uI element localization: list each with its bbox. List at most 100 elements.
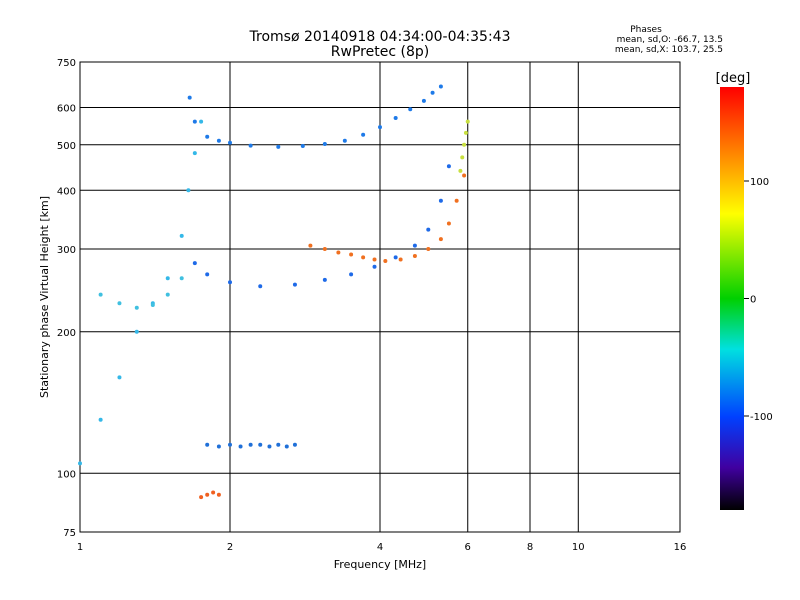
data-point — [228, 280, 232, 285]
data-point — [322, 277, 327, 282]
data-point — [228, 442, 232, 447]
data-point — [216, 444, 221, 449]
data-point — [165, 292, 170, 297]
data-point — [430, 90, 435, 95]
series-group — [458, 119, 470, 173]
data-point — [398, 257, 403, 262]
x-tick-label: 2 — [227, 542, 233, 553]
data-point — [192, 119, 197, 124]
data-point — [205, 134, 210, 139]
data-point — [199, 495, 204, 500]
data-point — [462, 173, 467, 178]
data-point — [454, 198, 459, 203]
data-point — [322, 141, 327, 146]
y-tick-label: 600 — [57, 104, 76, 115]
data-points — [78, 84, 470, 500]
data-point — [150, 303, 155, 308]
data-point — [179, 276, 184, 281]
series-group — [192, 164, 451, 289]
data-point — [228, 140, 232, 145]
data-point — [187, 95, 192, 100]
x-tick-label: 10 — [572, 542, 585, 553]
data-point — [308, 243, 313, 248]
x-tick-label: 6 — [465, 542, 471, 553]
y-tick-label: 400 — [57, 186, 76, 197]
colorbar-tick-label: -100 — [750, 412, 773, 423]
data-point — [462, 142, 467, 147]
data-point — [361, 132, 366, 137]
data-point — [205, 492, 210, 497]
series-group — [78, 119, 204, 466]
data-point — [412, 253, 417, 258]
data-point — [361, 255, 366, 260]
stats-heading: Phases — [630, 25, 662, 35]
x-tick-label: 16 — [674, 542, 687, 553]
data-point — [393, 116, 398, 121]
data-point — [292, 282, 297, 287]
data-point — [117, 375, 122, 380]
data-point — [408, 107, 413, 112]
series-group — [308, 173, 467, 263]
data-point — [336, 250, 341, 255]
data-point — [284, 444, 289, 449]
data-point — [349, 272, 354, 277]
data-point — [192, 151, 197, 156]
data-point — [211, 490, 216, 495]
data-point — [393, 255, 398, 260]
y-tick-label: 300 — [57, 245, 76, 256]
data-point — [421, 98, 426, 103]
data-point — [98, 417, 103, 422]
data-point — [134, 305, 139, 310]
x-tick-labels: 1 2 4 6 8 10 16 — [77, 542, 687, 553]
data-point — [349, 252, 354, 257]
x-tick-label: 4 — [377, 542, 383, 553]
data-point — [322, 247, 327, 252]
data-point — [438, 237, 443, 242]
data-point — [258, 284, 263, 289]
data-point — [205, 442, 210, 447]
data-point — [216, 492, 221, 497]
data-point — [258, 442, 263, 447]
data-point — [98, 292, 103, 297]
data-point — [438, 198, 443, 203]
data-point — [179, 233, 184, 238]
data-point — [117, 301, 122, 306]
data-point — [460, 155, 465, 160]
chart-title: Tromsø 20140918 04:34:00-04:35:43 — [249, 29, 511, 45]
data-point — [342, 138, 347, 143]
data-point — [192, 261, 197, 266]
y-tick-label: 75 — [63, 528, 76, 539]
colorbar-ticks: 100 0 -100 — [744, 177, 773, 423]
y-tick-label: 200 — [57, 328, 76, 339]
data-point — [78, 461, 82, 466]
colorbar-tick-label: 0 — [750, 295, 756, 306]
data-point — [426, 227, 431, 232]
colorbar-tick-label: 100 — [750, 177, 769, 188]
x-axis-label: Frequency [MHz] — [334, 558, 426, 571]
data-point — [458, 168, 463, 173]
data-point — [378, 125, 382, 130]
data-point — [205, 272, 210, 277]
x-tick-label: 1 — [77, 542, 83, 553]
grid-lines — [80, 62, 680, 532]
y-tick-label: 100 — [57, 469, 76, 480]
stats-line-o: mean, sd,O: -66.7, 13.5 — [617, 35, 723, 45]
data-point — [276, 442, 281, 447]
data-point — [292, 442, 297, 447]
series-group — [199, 490, 221, 500]
data-point — [372, 264, 377, 269]
series-group — [98, 276, 184, 310]
stats-line-x: mean, sd,X: 103.7, 25.5 — [615, 45, 723, 55]
data-point — [446, 221, 451, 226]
data-point — [134, 329, 139, 334]
y-tick-label: 500 — [57, 141, 76, 152]
data-point — [446, 164, 451, 169]
data-point — [238, 444, 243, 449]
data-point — [276, 144, 281, 149]
data-point — [199, 119, 204, 124]
data-point — [426, 247, 431, 252]
series-group — [205, 442, 297, 449]
y-tick-label: 750 — [57, 58, 76, 69]
data-point — [186, 188, 191, 193]
data-point — [383, 258, 388, 263]
